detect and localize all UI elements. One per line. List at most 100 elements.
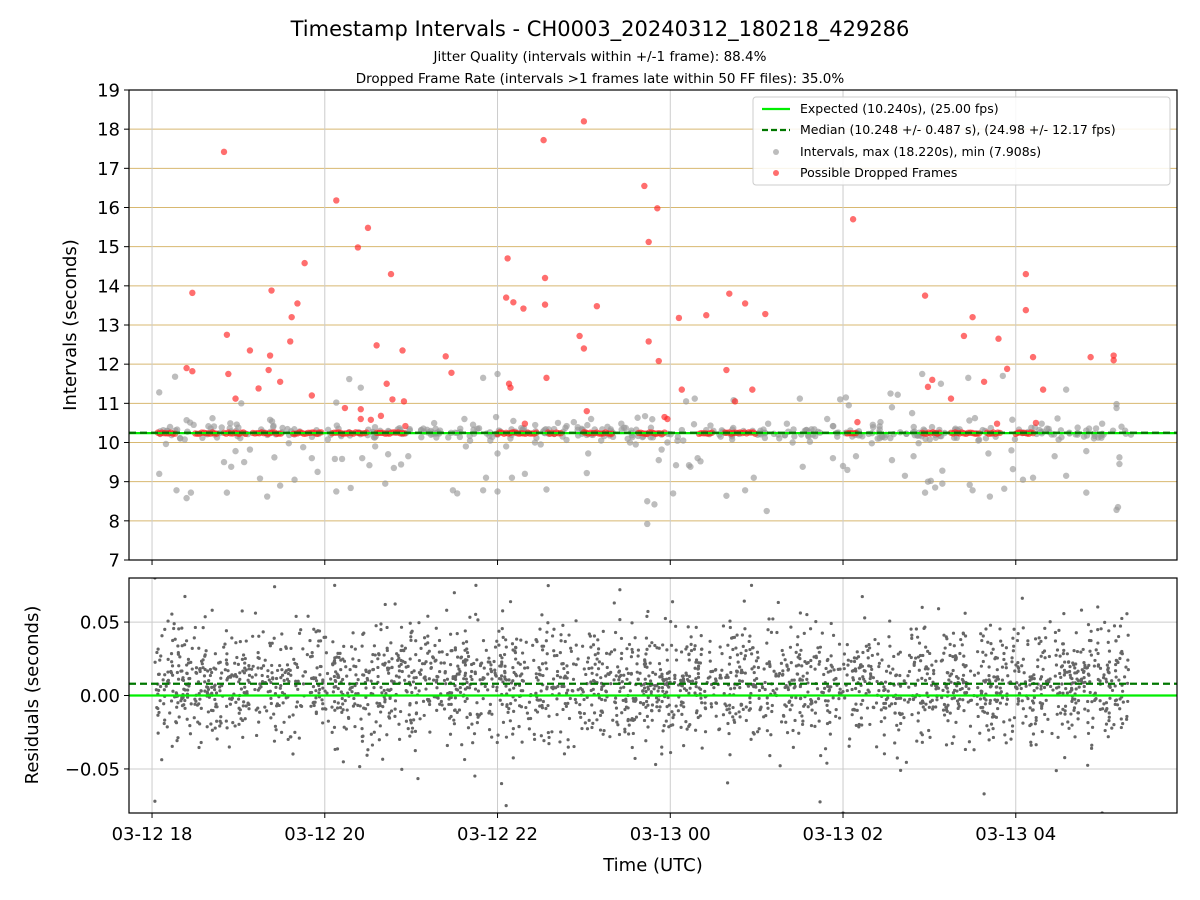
- residual-point: [779, 720, 784, 724]
- residual-point: [687, 652, 691, 656]
- residual-point: [644, 652, 648, 656]
- residual-point: [566, 701, 570, 705]
- residual-point: [546, 730, 550, 735]
- residual-point: [803, 702, 807, 707]
- residual-point: [755, 676, 759, 681]
- residual-point: [748, 700, 752, 705]
- residual-point: [1019, 686, 1023, 691]
- residual-point: [478, 678, 482, 682]
- residual-point: [992, 714, 997, 719]
- residual-point: [476, 689, 481, 693]
- residual-point: [694, 711, 699, 715]
- residual-point: [297, 736, 301, 740]
- residual-point: [198, 667, 202, 671]
- residual-point: [390, 679, 394, 683]
- dropped-frame-point: [521, 420, 529, 427]
- residual-point: [718, 676, 722, 680]
- residual-point: [306, 614, 310, 618]
- residual-point: [930, 663, 934, 667]
- residual-point: [353, 647, 357, 651]
- residual-point: [806, 661, 810, 665]
- residual-point: [960, 643, 964, 647]
- residual-point: [1049, 684, 1053, 689]
- residual-point: [1002, 720, 1006, 724]
- residual-point: [558, 675, 563, 679]
- residual-point: [779, 661, 784, 665]
- residual-point: [429, 661, 433, 665]
- residual-point: [1036, 665, 1040, 669]
- residual-point: [867, 664, 871, 668]
- residual-point: [797, 653, 802, 657]
- residual-point: [944, 635, 948, 639]
- residual-point: [728, 619, 732, 623]
- residual-point: [750, 652, 754, 656]
- residual-point: [381, 757, 385, 761]
- residual-point: [696, 675, 701, 679]
- residual-point: [757, 727, 761, 731]
- residual-point: [507, 678, 511, 682]
- residual-point: [1047, 680, 1051, 684]
- residual-point: [951, 691, 956, 695]
- residual-point: [679, 678, 683, 682]
- residual-point: [593, 662, 597, 666]
- residual-point: [875, 679, 879, 684]
- residual-point: [989, 684, 993, 688]
- residual-point: [1062, 612, 1066, 616]
- residual-point: [718, 645, 722, 649]
- residual-point: [379, 685, 383, 690]
- residual-point: [269, 701, 273, 706]
- residual-point: [961, 698, 965, 702]
- residual-point: [852, 659, 857, 664]
- residual-point: [784, 720, 788, 724]
- residual-point: [399, 648, 403, 653]
- residual-point: [215, 719, 219, 723]
- residual-point: [169, 669, 173, 674]
- residual-point: [507, 707, 511, 711]
- residual-point: [805, 671, 809, 675]
- interval-point: [1083, 489, 1090, 496]
- residual-point: [250, 667, 254, 671]
- residual-point: [999, 639, 1003, 643]
- residual-point: [608, 735, 612, 739]
- residual-point: [650, 641, 654, 645]
- residual-point: [857, 722, 861, 727]
- residual-point: [498, 698, 502, 702]
- residual-point: [718, 673, 722, 677]
- residual-point: [1072, 706, 1077, 710]
- residual-point: [215, 737, 219, 741]
- interval-point: [466, 437, 474, 444]
- residual-point: [633, 756, 637, 761]
- residual-point: [756, 730, 760, 734]
- residual-point: [407, 713, 411, 717]
- residual-point: [504, 645, 508, 649]
- residual-point: [1069, 712, 1073, 716]
- interval-point: [1080, 433, 1088, 440]
- residual-point: [1087, 663, 1091, 667]
- residual-point: [447, 702, 451, 707]
- residual-point: [486, 672, 490, 676]
- interval-point: [888, 456, 896, 464]
- residual-point: [814, 619, 818, 624]
- residual-point: [551, 677, 556, 681]
- interval-point: [1113, 404, 1120, 412]
- residual-point: [794, 650, 798, 654]
- residual-point: [199, 706, 203, 710]
- residual-point: [154, 688, 158, 692]
- residual-point: [732, 686, 737, 690]
- residual-point: [1074, 662, 1078, 666]
- residual-point: [540, 613, 544, 617]
- residual-point: [806, 681, 810, 685]
- residual-point: [160, 758, 164, 762]
- dropped-frame-point: [294, 300, 301, 307]
- residual-point: [886, 696, 890, 700]
- residual-point: [741, 644, 745, 648]
- residual-point: [1057, 685, 1061, 689]
- residual-point: [795, 643, 799, 647]
- residual-point: [463, 699, 467, 703]
- residual-point: [998, 686, 1002, 690]
- residual-point: [1063, 756, 1067, 760]
- interval-point: [537, 441, 544, 448]
- residual-point: [333, 656, 337, 660]
- residual-point: [842, 667, 846, 671]
- residual-point: [414, 675, 418, 680]
